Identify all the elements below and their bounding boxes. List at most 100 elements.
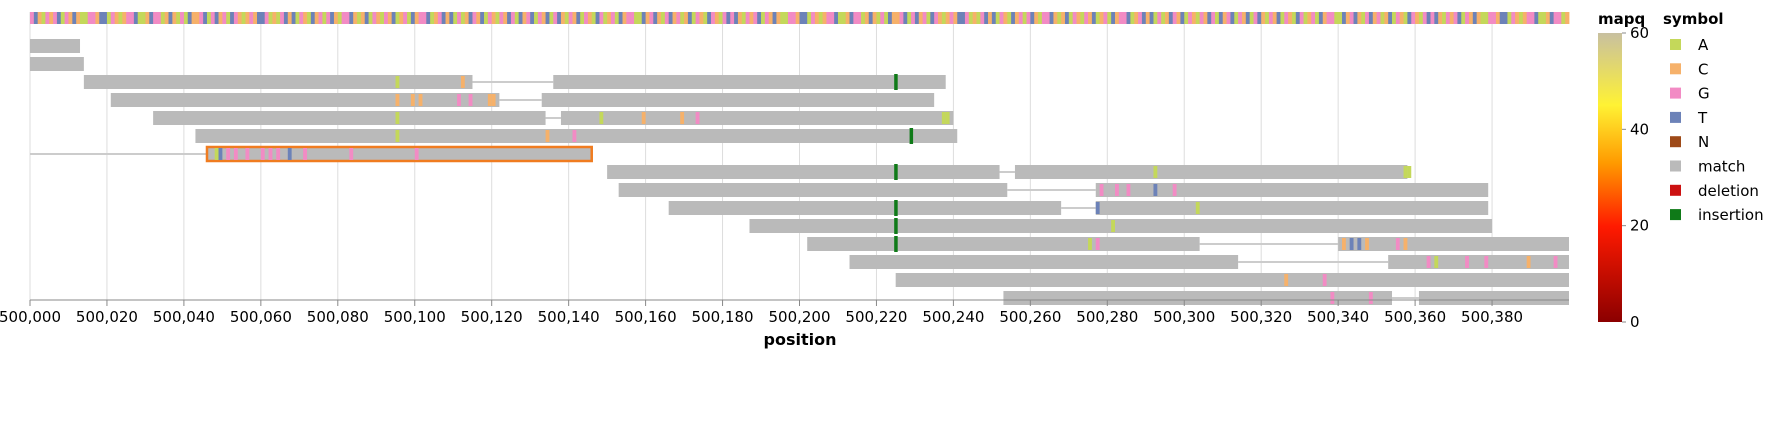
reference-base: [1068, 12, 1074, 24]
read-segment: [807, 237, 1200, 251]
reference-base: [1153, 12, 1158, 24]
read: [83, 74, 946, 90]
reference-base: [961, 12, 966, 24]
x-tick-label: 500,020: [76, 308, 138, 326]
reference-base: [137, 12, 142, 24]
reference-base: [1157, 12, 1162, 24]
reference-base: [445, 12, 450, 24]
reference-base: [968, 12, 974, 24]
reference-base: [403, 12, 408, 24]
reference-base: [1126, 12, 1131, 24]
reference-base: [1457, 12, 1462, 24]
reference-base: [1395, 12, 1401, 24]
mismatch-base: [349, 148, 354, 160]
reference-base: [1180, 12, 1185, 24]
reference-base: [183, 12, 189, 24]
grid-lines: [29, 12, 1493, 300]
reference-base: [764, 12, 770, 24]
reference-base: [795, 12, 800, 24]
reference-base: [330, 12, 335, 24]
reference-base: [41, 12, 46, 24]
reference-base: [999, 12, 1004, 24]
reference-base: [141, 12, 146, 24]
reference-base: [487, 12, 493, 24]
reference-base: [884, 12, 889, 24]
reference-base: [784, 12, 789, 24]
mismatch-base: [414, 148, 419, 160]
reference-base: [1272, 12, 1277, 24]
read-segment: [849, 255, 1239, 269]
reference-base: [226, 12, 231, 24]
reference-base: [660, 12, 666, 24]
reference-base: [1472, 12, 1478, 24]
reference-base: [53, 12, 58, 24]
reference-base: [391, 12, 396, 24]
reference-base: [745, 12, 750, 24]
reference-base: [1415, 12, 1420, 24]
reference-base: [80, 12, 85, 24]
mismatch-base: [1357, 238, 1362, 250]
reads-track: [30, 39, 1569, 305]
reference-base: [826, 12, 831, 24]
mismatch-base: [1465, 256, 1469, 268]
reference-base: [468, 12, 473, 24]
reference-base: [1245, 12, 1251, 24]
reference-base: [1311, 12, 1316, 24]
reference-base: [387, 12, 393, 24]
mismatch-base: [1126, 184, 1131, 196]
reference-base: [560, 12, 566, 24]
insertion-mark: [909, 128, 914, 144]
reference-base: [1434, 12, 1439, 24]
reference-base: [1088, 12, 1093, 24]
symbol-legend-title: symbol: [1663, 10, 1724, 28]
reference-base: [118, 12, 123, 24]
mismatch-base: [1395, 238, 1400, 250]
reference-base: [503, 12, 508, 24]
reference-base: [1261, 12, 1266, 24]
reference-base: [1334, 12, 1339, 24]
reference-base: [545, 12, 550, 24]
reference-base: [1041, 12, 1047, 24]
reference-base: [149, 12, 154, 24]
reference-base: [822, 12, 827, 24]
reference-base: [1291, 12, 1297, 24]
reference-base: [1276, 12, 1281, 24]
reference-base: [1530, 12, 1535, 24]
mismatch-base: [303, 148, 308, 160]
mapq-tick-label: 60: [1630, 24, 1649, 42]
insertion-mark: [894, 200, 898, 216]
reference-base: [664, 12, 670, 24]
reference-base: [1080, 12, 1085, 24]
reference-base: [430, 12, 435, 24]
reference-base: [472, 12, 477, 24]
x-axis: position 500,000 500,020 500,040 500,060 500…: [0, 299, 1569, 349]
reference-base: [303, 12, 308, 24]
reference-base: [295, 12, 300, 24]
reference-base: [1303, 12, 1308, 24]
mismatch-base: [1365, 238, 1369, 250]
reference-base: [641, 12, 646, 24]
read-segment: [1418, 291, 1569, 305]
reference-base: [1091, 12, 1097, 24]
read: [895, 273, 1569, 287]
mismatch-base: [418, 94, 423, 106]
reference-base: [1265, 12, 1270, 24]
mismatch-base: [233, 148, 238, 160]
mismatch-base: [491, 94, 496, 106]
reference-base: [1007, 12, 1012, 24]
x-tick-label: 500,220: [845, 308, 907, 326]
mismatch-base: [276, 148, 281, 160]
reference-base: [1503, 12, 1508, 24]
reference-base: [780, 12, 785, 24]
reference-base: [426, 12, 431, 24]
reference-base: [1549, 12, 1555, 24]
symbol-label: T: [1697, 109, 1708, 127]
reference-base: [253, 12, 258, 24]
reference-base: [453, 12, 458, 24]
reference-base: [1014, 12, 1020, 24]
reference-base: [457, 12, 462, 24]
reference-base: [1295, 12, 1301, 24]
symbol-label: insertion: [1698, 206, 1764, 224]
reference-base: [91, 12, 96, 24]
reference-base: [1238, 12, 1243, 24]
